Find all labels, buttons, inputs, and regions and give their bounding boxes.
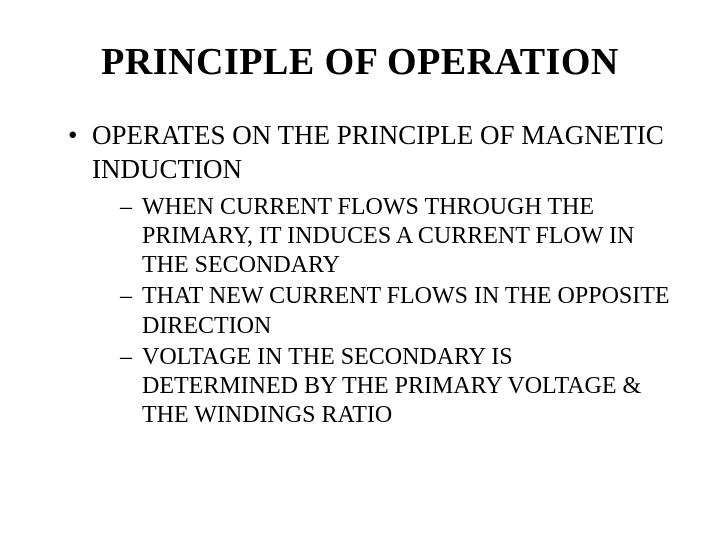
sub-bullet-item: THAT NEW CURRENT FLOWS IN THE OPPOSITE D… — [120, 282, 670, 341]
bullet-item: OPERATES ON THE PRINCIPLE OF MAGNETIC IN… — [68, 119, 670, 431]
bullet-text: OPERATES ON THE PRINCIPLE OF MAGNETIC IN… — [92, 120, 664, 184]
sub-bullet-list: WHEN CURRENT FLOWS THROUGH THE PRIMARY, … — [92, 193, 670, 431]
sub-bullet-text: WHEN CURRENT FLOWS THROUGH THE PRIMARY, … — [142, 194, 634, 279]
sub-bullet-text: THAT NEW CURRENT FLOWS IN THE OPPOSITE D… — [142, 283, 670, 338]
sub-bullet-item: VOLTAGE IN THE SECONDARY IS DETERMINED B… — [120, 343, 670, 431]
main-bullet-list: OPERATES ON THE PRINCIPLE OF MAGNETIC IN… — [50, 119, 670, 431]
sub-bullet-text: VOLTAGE IN THE SECONDARY IS DETERMINED B… — [142, 344, 641, 429]
slide-title: PRINCIPLE OF OPERATION — [50, 40, 670, 84]
sub-bullet-item: WHEN CURRENT FLOWS THROUGH THE PRIMARY, … — [120, 193, 670, 281]
